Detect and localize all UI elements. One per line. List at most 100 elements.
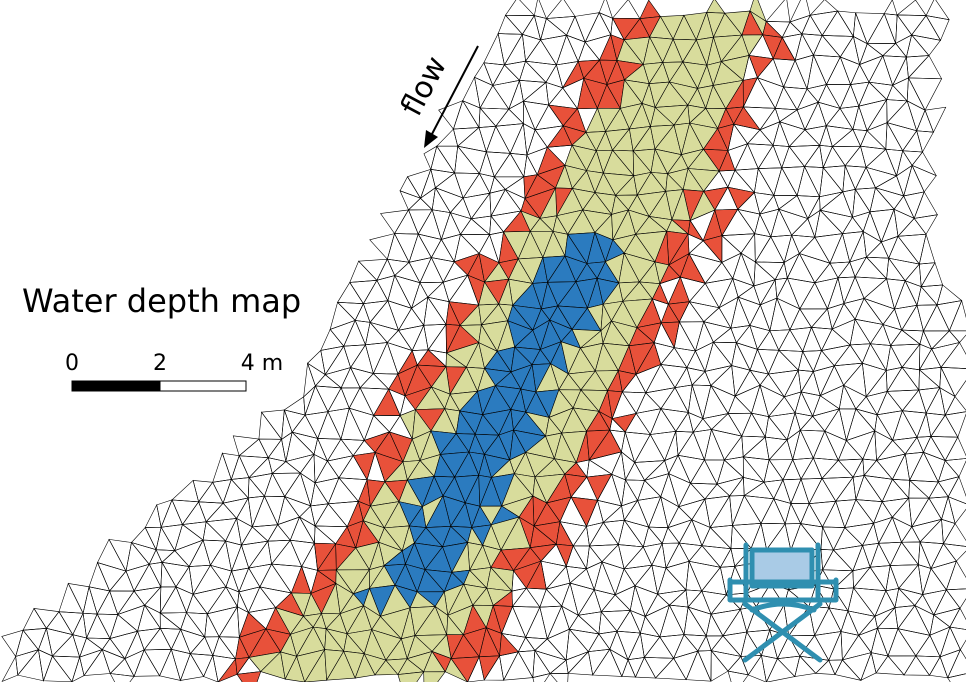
mesh-cell <box>2 630 23 656</box>
mesh-cell <box>821 549 833 569</box>
mesh-cell <box>853 475 864 499</box>
mesh-cell <box>761 656 777 682</box>
mesh-cell <box>618 520 643 547</box>
mesh-cell <box>546 65 563 88</box>
mesh-cell <box>505 0 534 16</box>
mesh-cell <box>424 297 446 325</box>
mesh-cell <box>777 278 800 309</box>
mesh-cell <box>909 498 929 527</box>
mesh-cell <box>710 496 732 528</box>
mesh-cell <box>630 610 645 633</box>
mesh-cell <box>835 660 861 680</box>
mesh-cell <box>752 385 769 416</box>
mesh-cell <box>923 436 945 460</box>
mesh-cell <box>832 146 860 166</box>
mesh-cell <box>895 606 915 629</box>
mesh-cell <box>823 550 853 571</box>
mesh-cell <box>797 196 819 219</box>
mesh-cell <box>917 436 931 452</box>
mesh-cell <box>593 649 622 676</box>
mesh-cell <box>724 436 743 460</box>
mesh-cell <box>689 561 720 591</box>
mesh-cell <box>854 567 886 591</box>
mesh-cell <box>822 35 853 57</box>
mesh-cell <box>668 507 692 528</box>
mesh-cell <box>509 80 524 109</box>
mesh-cell <box>784 392 801 413</box>
mesh-cell <box>919 388 940 413</box>
mesh-cell <box>550 660 568 673</box>
mesh-cell <box>52 656 79 682</box>
mesh-cell <box>498 34 522 65</box>
mesh-cell <box>815 263 838 283</box>
mesh-cell <box>779 330 803 352</box>
mesh-cell <box>826 84 850 108</box>
mesh-cell <box>59 612 83 635</box>
mesh-cell <box>455 173 480 198</box>
mesh-cell <box>395 234 419 263</box>
mesh-cell <box>533 674 550 682</box>
mesh-cell <box>597 500 621 522</box>
mesh-cell <box>705 342 732 371</box>
mesh-cell <box>643 543 662 565</box>
mesh-cell <box>874 517 893 543</box>
mesh-cell <box>110 674 134 682</box>
mesh-cell <box>300 454 315 483</box>
mesh-cell <box>893 437 917 454</box>
mesh-cell <box>845 166 866 190</box>
mesh-cell <box>660 635 684 659</box>
mesh-cell <box>866 257 888 279</box>
mesh-cell <box>866 391 887 414</box>
mesh-cell <box>625 462 644 480</box>
mesh-cell <box>805 102 826 130</box>
mesh-cell <box>308 363 326 386</box>
mesh-cell <box>325 346 350 374</box>
scale-label: 2 <box>153 351 167 376</box>
mesh-cell <box>523 124 535 155</box>
mesh-cell <box>761 523 785 549</box>
mesh-cell <box>706 614 723 636</box>
mesh-cell <box>723 632 747 656</box>
mesh-cell <box>744 496 774 524</box>
mesh-cell <box>674 651 698 680</box>
mesh-cell <box>905 452 923 480</box>
mesh-cell <box>523 101 535 130</box>
mesh-cell <box>918 542 931 569</box>
mesh-cell <box>686 651 711 681</box>
mesh-cell <box>755 237 784 263</box>
mesh-cell <box>412 283 428 309</box>
mesh-cell <box>624 500 648 527</box>
mesh-cell <box>649 497 668 528</box>
mesh-cell <box>844 277 864 304</box>
mesh-cell <box>207 607 237 637</box>
mesh-cell <box>839 385 856 409</box>
mesh-cell <box>915 595 934 615</box>
mesh-cell <box>782 147 805 168</box>
mesh-cell <box>720 549 734 568</box>
mesh-cell <box>59 583 83 613</box>
mesh-cell <box>587 474 612 500</box>
mesh-cell <box>420 258 443 283</box>
mesh-cell <box>400 177 420 199</box>
mesh-cell <box>822 477 853 501</box>
mesh-cell <box>883 324 902 345</box>
mesh-cell <box>711 651 728 682</box>
mesh-cell <box>800 430 824 458</box>
mesh-cell <box>314 454 327 483</box>
flow-arrowhead <box>424 130 438 148</box>
mesh-cell <box>949 301 966 331</box>
mesh-cell <box>161 500 182 527</box>
mesh-cell <box>172 480 199 501</box>
mesh-cell <box>264 496 284 525</box>
mesh-cell <box>842 217 863 233</box>
mesh-cell <box>666 543 689 568</box>
mesh-cell <box>832 304 855 330</box>
mesh-cell <box>546 566 570 589</box>
mesh-cell <box>644 637 673 658</box>
mesh-cell <box>908 78 941 110</box>
mesh-cell <box>866 242 888 258</box>
mesh-cell <box>567 35 586 61</box>
mesh-cell <box>844 298 864 319</box>
mesh-cell <box>742 436 765 457</box>
mesh-cell <box>769 440 793 460</box>
